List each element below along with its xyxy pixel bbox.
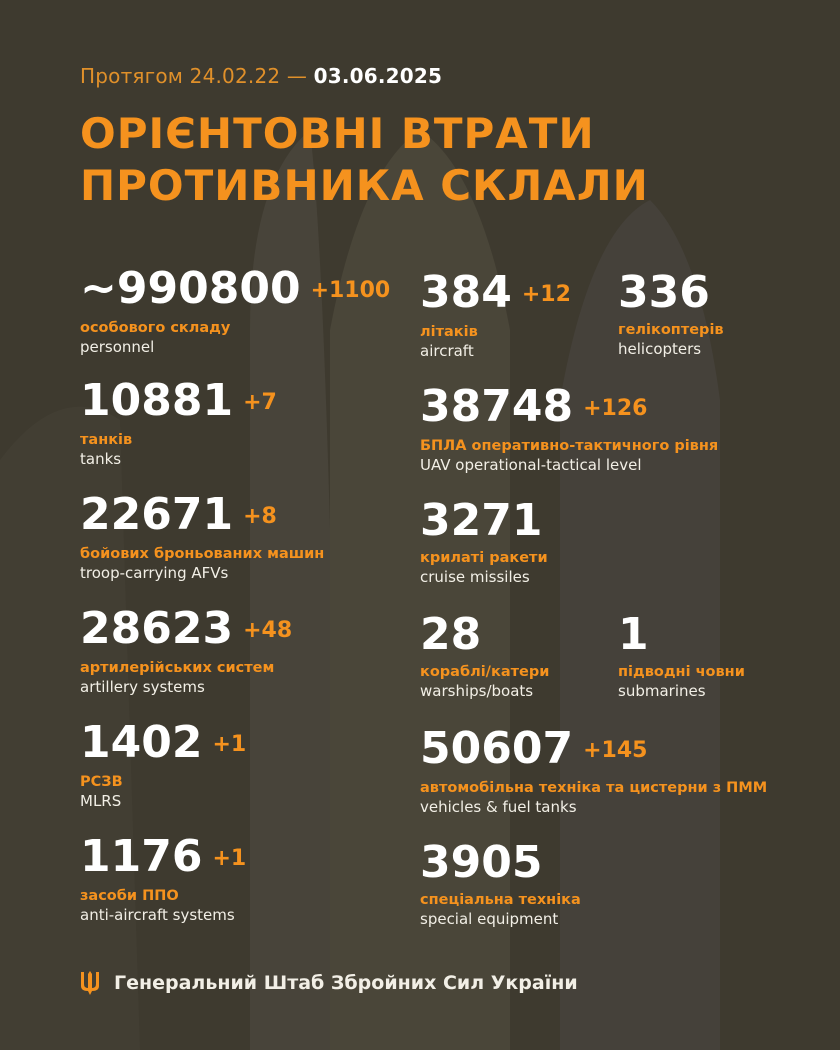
stat-personnel: ~990800 +1100 особового складу personnel bbox=[80, 263, 391, 357]
footer: Генеральний Штаб Збройних Сил України bbox=[80, 970, 578, 996]
stat-vehicles: 50607 +145 автомобільна техніка та цистер… bbox=[420, 723, 768, 817]
stat-warships: 28 кораблі/катери warships/boats bbox=[420, 609, 550, 701]
stat-cruise-missiles: 3271 крилаті ракети cruise missiles bbox=[420, 495, 548, 587]
stat-aircraft: 384 +12 літаків aircraft bbox=[420, 267, 571, 361]
stat-anti-aircraft: 1176 +1 засоби ППО anti-aircraft systems bbox=[80, 831, 247, 925]
stat-submarines: 1 підводні човни submarines bbox=[618, 609, 745, 701]
stat-mlrs: 1402 +1 РСЗВ MLRS bbox=[80, 717, 247, 811]
trident-icon bbox=[81, 971, 99, 995]
stat-helicopters: 336 гелікоптерів helicopters bbox=[618, 267, 724, 359]
period-label: Протягом 24.02.22 — 03.06.2025 bbox=[80, 64, 443, 88]
stat-uav: 38748 +126 БПЛА оперативно-тактичного рів… bbox=[420, 381, 719, 475]
page-title: ОРІЄНТОВНІ ВТРАТИ ПРОТИВНИКА СКЛАЛИ bbox=[80, 109, 649, 210]
stat-afv: 22671 +8 бойових броньованих машин troop-c… bbox=[80, 489, 325, 583]
stat-tanks: 10881 +7 танків tanks bbox=[80, 375, 277, 469]
footer-org-name: Генеральний Штаб Збройних Сил України bbox=[114, 972, 578, 994]
stat-special-equipment: 3905 спеціальна техніка special equipment bbox=[420, 837, 581, 929]
period-end-date: 03.06.2025 bbox=[313, 64, 443, 88]
stat-artillery: 28623 +48 артилерійських систем artillery … bbox=[80, 603, 293, 697]
